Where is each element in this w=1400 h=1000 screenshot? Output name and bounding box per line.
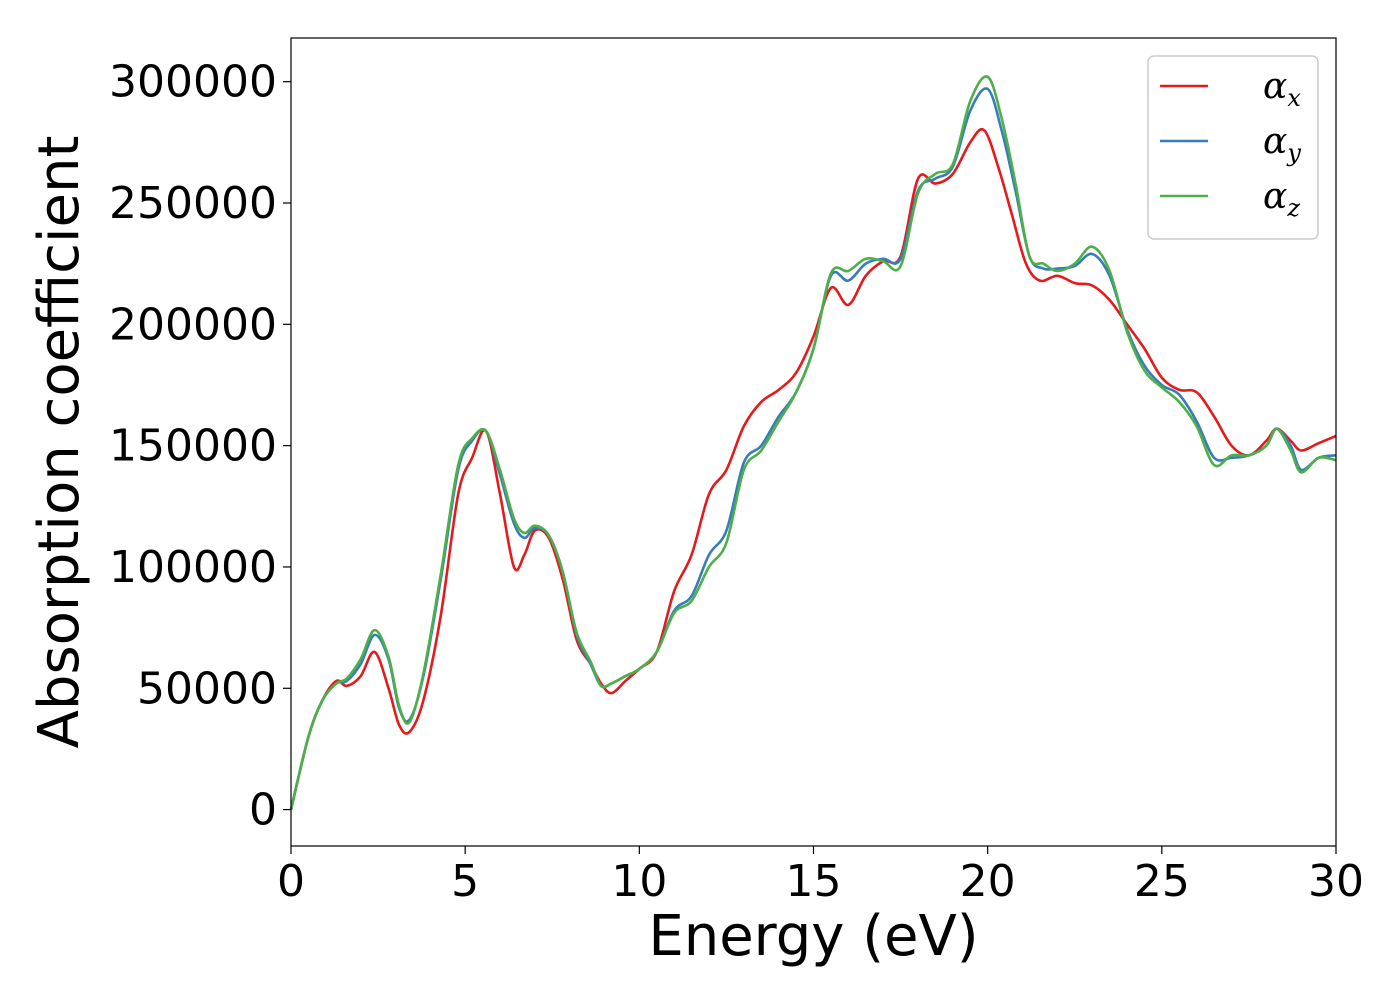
y-axis-ticks: 0 50000 100000 150000 200000 250000 300000 [109,57,291,836]
series-line-x [289,127,1337,810]
x-tick-label: 30 [1308,856,1364,907]
y-tick-label: 50000 [137,663,277,714]
y-tick-label: 250000 [109,178,277,229]
y-tick-label: 150000 [109,421,277,472]
y-tick-label: 200000 [109,299,277,350]
x-axis-label: Energy (eV) [648,904,978,969]
plot-frame [290,37,1337,847]
y-tick-label: 0 [249,785,277,836]
x-tick-label: 15 [786,856,842,907]
y-tick-label: 300000 [109,57,277,108]
legend-label-z: αz [1263,176,1300,222]
legend-box [1147,55,1319,240]
y-tick-label: 100000 [109,542,277,593]
x-tick-label: 25 [1134,856,1190,907]
x-tick-label: 5 [451,856,479,907]
x-axis-ticks: 0 5 10 15 20 25 30 [277,846,1364,907]
y-axis-label: Absorption coefficient [27,136,92,749]
x-tick-label: 0 [277,856,305,907]
x-tick-label: 10 [611,856,667,907]
series-line-z [289,75,1337,810]
series-layer [289,75,1337,810]
x-tick-label: 20 [960,856,1016,907]
